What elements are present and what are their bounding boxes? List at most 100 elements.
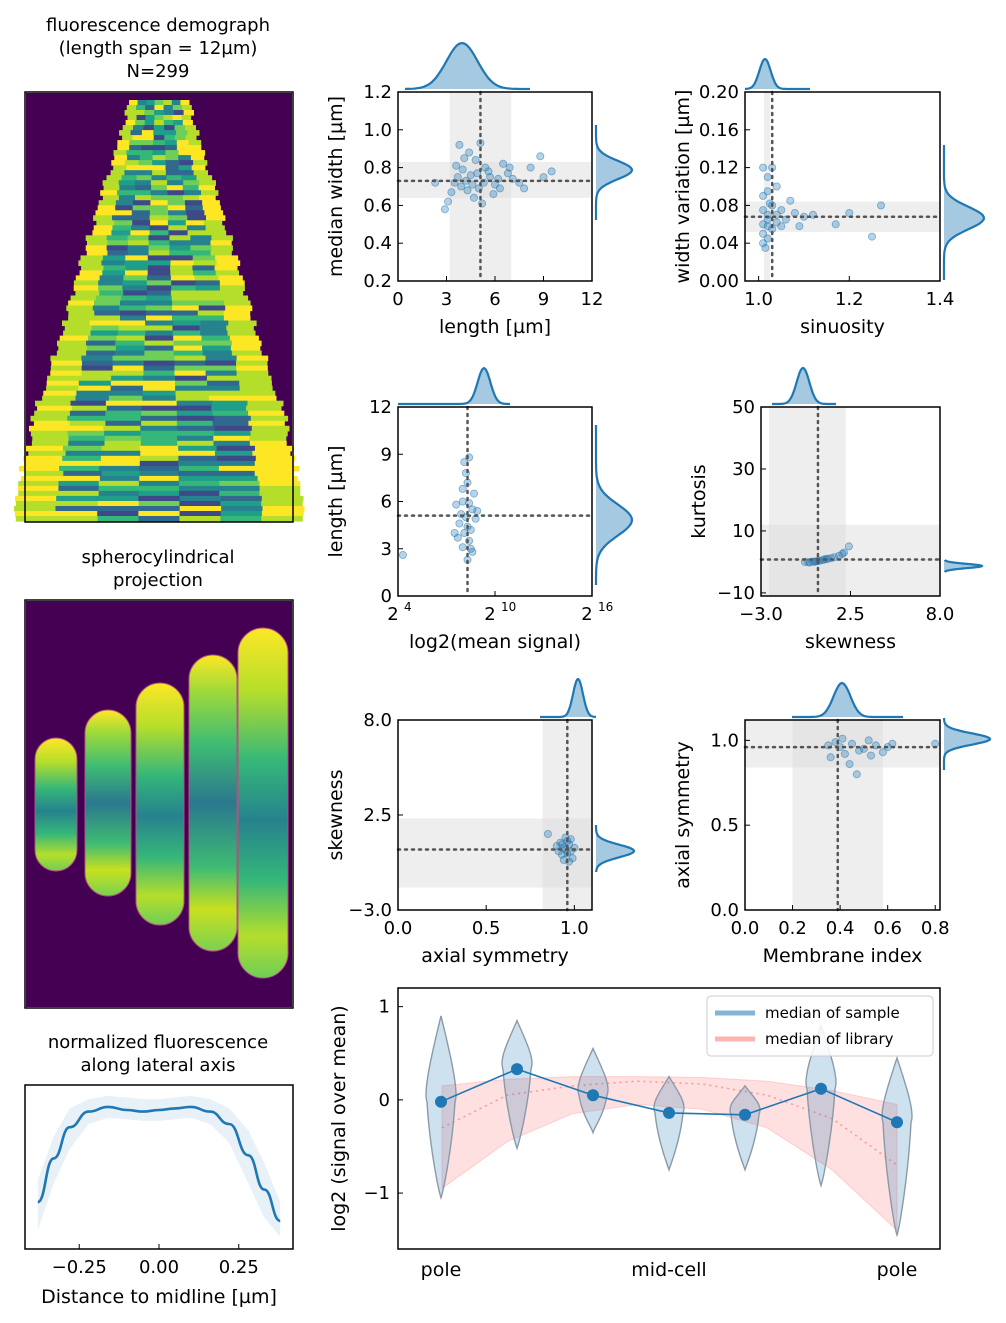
y-tick-label: 1.2	[363, 82, 392, 103]
scatter-axial-symmetry-vs-skewness: 0.0 0.5 1.0 −3.0 2.5 8.0 axial symmetry skewnes…	[325, 677, 636, 967]
demograph-row-segment	[124, 110, 135, 116]
demograph-row-segment	[197, 310, 225, 317]
lateral-panel: normalized fluorescence along lateral ax…	[24, 1032, 294, 1308]
demograph-row-segment	[140, 440, 178, 447]
demograph-row-segment	[154, 110, 165, 116]
demograph-row-segment	[213, 435, 251, 442]
demograph-row-segment	[129, 100, 139, 106]
demograph-row-segment	[145, 105, 155, 111]
demograph-row-segment	[241, 390, 276, 397]
demograph-row-segment	[121, 295, 147, 302]
demograph-row-segment	[143, 135, 155, 141]
scatter-membrane-vs-axial-symmetry: 0.0 0.2 0.4 0.6 0.8 0.0 0.5 1.0 Membrane index ax…	[672, 681, 992, 967]
demograph-row-segment	[205, 370, 238, 377]
demograph-row-segment	[111, 375, 144, 382]
demograph-row-segment	[179, 506, 222, 512]
demograph-row-segment	[120, 300, 147, 307]
demograph-row-segment	[86, 250, 108, 256]
demograph-row-segment	[62, 455, 102, 462]
demograph-row-segment	[24, 460, 64, 467]
y-tick-label: 0.00	[699, 271, 739, 292]
demograph-row-segment	[238, 375, 272, 382]
demograph-row-segment	[220, 516, 262, 522]
x-tick-label: 1.4	[926, 289, 955, 310]
demograph-row-segment	[261, 495, 304, 502]
demograph-row-segment	[178, 155, 192, 161]
y-tick-label: 2.5	[363, 805, 392, 826]
demograph-row-segment	[194, 275, 219, 281]
demograph-row-segment	[69, 420, 106, 427]
demograph-row-segment	[236, 360, 268, 367]
demograph-row-segment	[165, 155, 179, 161]
demograph-row-segment	[99, 475, 140, 482]
demograph-row-segment	[147, 265, 171, 271]
demograph-row-segment	[147, 260, 172, 266]
demograph-row-segment	[117, 145, 130, 151]
top-marginal-fill	[772, 368, 836, 404]
demograph-row-segment	[81, 355, 113, 362]
demograph-row-segment	[65, 450, 104, 457]
longitudinal-chart: −1 0 1 log2 (signal over mean) pole mid-cell p…	[328, 987, 941, 1281]
demograph-row-segment	[57, 340, 87, 347]
demograph-row-segment	[97, 501, 140, 507]
sample-median-point	[739, 1108, 751, 1121]
demograph-row-segment	[173, 110, 185, 116]
demograph-row-segment	[206, 375, 240, 382]
demograph-row-segment	[168, 230, 189, 236]
top-marginal-curve	[540, 677, 596, 719]
scatter-skewness-vs-kurtosis: −3.0 2.5 8.0 −10 10 30 50 skewness kurtosis	[688, 366, 984, 653]
scatter-point	[759, 163, 768, 172]
demograph-row-segment	[30, 415, 68, 422]
demograph-row-segment	[122, 135, 134, 141]
top-marginal-fill	[405, 43, 530, 89]
demograph-row-segment	[170, 260, 195, 266]
demograph-row-segment	[218, 290, 244, 297]
demograph-row-segment	[179, 170, 195, 176]
demograph-row-segment	[182, 120, 193, 126]
demograph-row-segment	[220, 501, 262, 507]
demograph-row-segment	[175, 390, 210, 397]
demograph-row-segment	[108, 395, 143, 402]
demograph-row-segment	[249, 435, 287, 442]
demograph-row-segment	[190, 155, 205, 161]
y-tick-label: 0.08	[699, 195, 739, 216]
demograph-row-segment	[150, 200, 169, 206]
demograph-row-segment	[230, 345, 261, 352]
scatter-point	[452, 500, 461, 509]
demograph-row-segment	[179, 160, 194, 166]
x-tick-label: 3	[441, 289, 452, 310]
demograph-row-segment	[219, 485, 261, 492]
demograph-row-segment	[28, 450, 67, 457]
demograph-row-segment	[96, 220, 115, 226]
lateral-band	[37, 1095, 281, 1237]
x-tick-label: 0.00	[139, 1257, 179, 1278]
demograph-row-segment	[182, 105, 192, 111]
demograph-row-segment	[50, 370, 82, 377]
demograph-row-segment	[95, 210, 115, 216]
demograph-row-segment	[205, 360, 237, 367]
demograph-row-segment	[128, 250, 150, 256]
demograph-row-segment	[99, 275, 124, 281]
scatter-point	[763, 222, 772, 231]
demograph-row-segment	[24, 445, 64, 452]
x-tick-label: 0.8	[921, 918, 950, 939]
demograph-row-segment	[133, 200, 151, 206]
lateral-title-line-2: along lateral axis	[81, 1055, 236, 1076]
y-tick-label: 1	[379, 997, 390, 1018]
demograph-row-segment	[141, 420, 178, 427]
demograph-row-segment	[63, 460, 103, 467]
scatter-point	[759, 191, 768, 200]
demograph-row-segment	[46, 385, 79, 392]
demograph-row-segment	[59, 465, 100, 472]
demograph-row-segment	[81, 365, 114, 372]
demograph-row-segment	[164, 125, 176, 131]
demograph-row-segment	[193, 160, 208, 166]
demograph-row-segment	[147, 255, 171, 261]
demograph-row-segment	[201, 190, 219, 196]
scatter-point	[473, 169, 482, 178]
scatter-sinuosity-vs-width-variation: 1.0 1.2 1.4 0.00 0.04 0.08 0.12 0.16 0.20 sinuosi…	[672, 57, 985, 338]
demograph-row-segment	[102, 255, 126, 261]
scatter-point	[539, 173, 548, 182]
demograph-row-segment	[70, 400, 107, 407]
scatter-point	[458, 484, 467, 493]
